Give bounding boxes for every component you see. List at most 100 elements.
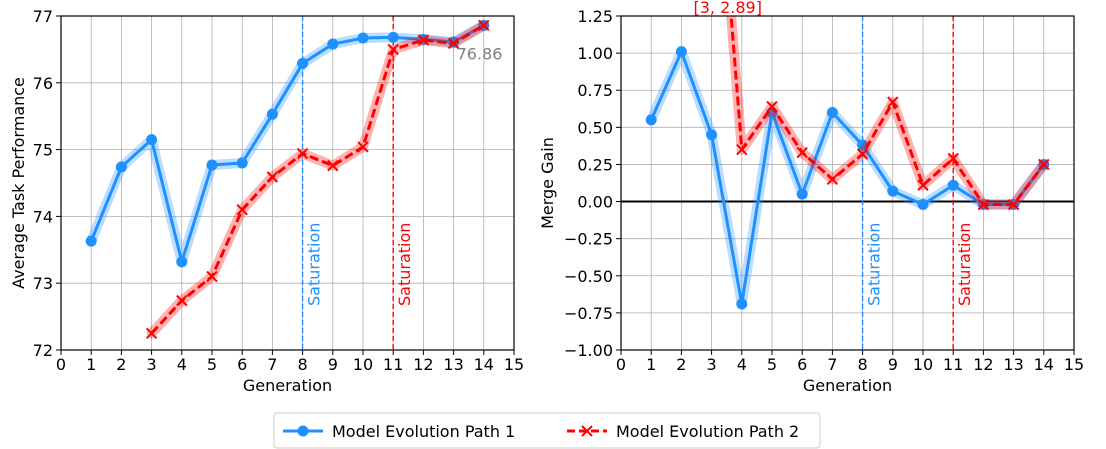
x-tick-label: 12 bbox=[973, 355, 993, 374]
series-1-point bbox=[826, 106, 838, 118]
y-tick-label: 73 bbox=[33, 274, 53, 293]
series-2-point bbox=[206, 270, 218, 283]
saturation-label: Saturation bbox=[395, 223, 414, 306]
x-tick-label: 14 bbox=[1034, 355, 1054, 374]
y-tick-label: −1.00 bbox=[564, 341, 613, 360]
series-2-point bbox=[917, 179, 929, 191]
series-1-point bbox=[357, 32, 369, 44]
series-2-point bbox=[266, 171, 279, 183]
series-2-line bbox=[729, 16, 1045, 207]
series-2-point bbox=[1007, 198, 1020, 211]
series-2-point bbox=[1038, 158, 1050, 171]
saturation-label: Saturation bbox=[305, 223, 324, 306]
legend-marker-circle bbox=[297, 425, 309, 437]
y-tick-label: −0.25 bbox=[564, 230, 613, 249]
series-2-point bbox=[417, 34, 430, 46]
x-tick-label: 9 bbox=[888, 355, 898, 374]
x-tick-label: 1 bbox=[86, 355, 96, 374]
x-tick-label: 15 bbox=[1064, 355, 1084, 374]
legend-marker-x bbox=[581, 425, 593, 437]
x-tick-label: 6 bbox=[797, 355, 807, 374]
series-1-point bbox=[115, 161, 127, 173]
series-1-point bbox=[645, 114, 657, 126]
x-tick-label: 13 bbox=[443, 355, 463, 374]
series-2-point bbox=[387, 43, 399, 56]
legend-box bbox=[273, 412, 821, 449]
series-1-point bbox=[387, 31, 399, 43]
x-tick-label: 10 bbox=[353, 355, 373, 374]
series-2-point bbox=[357, 141, 369, 153]
series-1-point bbox=[736, 298, 748, 310]
series-1-halo bbox=[646, 46, 1049, 309]
x-tick-label: 3 bbox=[707, 355, 717, 374]
x-tick-label: 5 bbox=[207, 355, 217, 374]
plot-area bbox=[645, 16, 1050, 310]
series-1-point bbox=[327, 38, 339, 50]
legend-label-1: Model Evolution Path 1 bbox=[332, 422, 515, 441]
series-1-point bbox=[796, 188, 808, 200]
y-tick-label: −0.75 bbox=[564, 304, 613, 323]
y-axis-label: Average Task Performance bbox=[9, 77, 28, 289]
x-tick-label: 12 bbox=[413, 355, 433, 374]
x-tick-label: 11 bbox=[943, 355, 963, 374]
x-tick-label: 1 bbox=[646, 355, 656, 374]
annotation-label: [3, 2.89] bbox=[693, 0, 761, 17]
series-2-point bbox=[736, 143, 748, 156]
plot-area bbox=[85, 19, 490, 340]
series-2-point bbox=[296, 147, 309, 160]
x-tick-label: 11 bbox=[383, 355, 403, 374]
legend-label-2: Model Evolution Path 2 bbox=[616, 422, 799, 441]
series-2-point bbox=[947, 152, 959, 165]
y-tick-label: 0.50 bbox=[577, 118, 613, 137]
legend: Model Evolution Path 1 Model Evolution Pa… bbox=[273, 412, 821, 449]
x-axis-label: Generation bbox=[243, 376, 332, 395]
y-tick-label: 1.25 bbox=[577, 7, 613, 26]
series-1-point bbox=[266, 108, 278, 120]
series-2-point bbox=[887, 96, 899, 108]
x-axis-label: Generation bbox=[803, 376, 892, 395]
y-tick-label: 77 bbox=[33, 7, 53, 26]
x-tick-label: 7 bbox=[267, 355, 277, 374]
x-tick-label: 14 bbox=[474, 355, 494, 374]
series-1-point bbox=[176, 256, 188, 268]
series-1-line bbox=[649, 50, 1045, 306]
y-tick-label: 76 bbox=[33, 74, 53, 93]
series-1-point bbox=[917, 199, 929, 211]
series-2-point bbox=[977, 198, 990, 211]
series-2-point bbox=[826, 173, 839, 185]
series-1-point bbox=[236, 157, 248, 169]
series-2-point bbox=[478, 19, 490, 32]
x-tick-label: 8 bbox=[858, 355, 868, 374]
y-axis-label: Merge Gain bbox=[538, 137, 557, 229]
series-1-point bbox=[206, 159, 218, 171]
series-1-point bbox=[85, 235, 97, 247]
axes-frame bbox=[60, 15, 515, 351]
y-tick-label: 0.25 bbox=[577, 155, 613, 174]
x-tick-label: 2 bbox=[676, 355, 686, 374]
series-2-point bbox=[447, 37, 460, 50]
series-2-point bbox=[856, 148, 869, 160]
x-tick-label: 15 bbox=[504, 355, 524, 374]
y-tick-label: 74 bbox=[33, 207, 53, 226]
x-tick-label: 0 bbox=[56, 355, 66, 374]
x-tick-label: 0 bbox=[616, 355, 626, 374]
y-tick-label: −0.50 bbox=[564, 267, 613, 286]
x-tick-label: 3 bbox=[147, 355, 157, 374]
series-1-point bbox=[947, 179, 959, 191]
x-tick-label: 13 bbox=[1003, 355, 1023, 374]
series-1-point bbox=[146, 134, 158, 146]
series-1-point bbox=[706, 129, 718, 141]
y-tick-label: 0.75 bbox=[577, 81, 613, 100]
series-2-point bbox=[766, 100, 778, 113]
saturation-label: Saturation bbox=[955, 223, 974, 306]
series-2-point bbox=[327, 159, 339, 172]
y-tick-label: 1.00 bbox=[577, 44, 613, 63]
x-tick-label: 9 bbox=[328, 355, 338, 374]
x-tick-label: 8 bbox=[298, 355, 308, 374]
series-2-point bbox=[236, 204, 248, 216]
series-2-point bbox=[176, 294, 188, 307]
annotation-label: 76.86 bbox=[457, 44, 503, 63]
x-tick-label: 4 bbox=[737, 355, 747, 374]
